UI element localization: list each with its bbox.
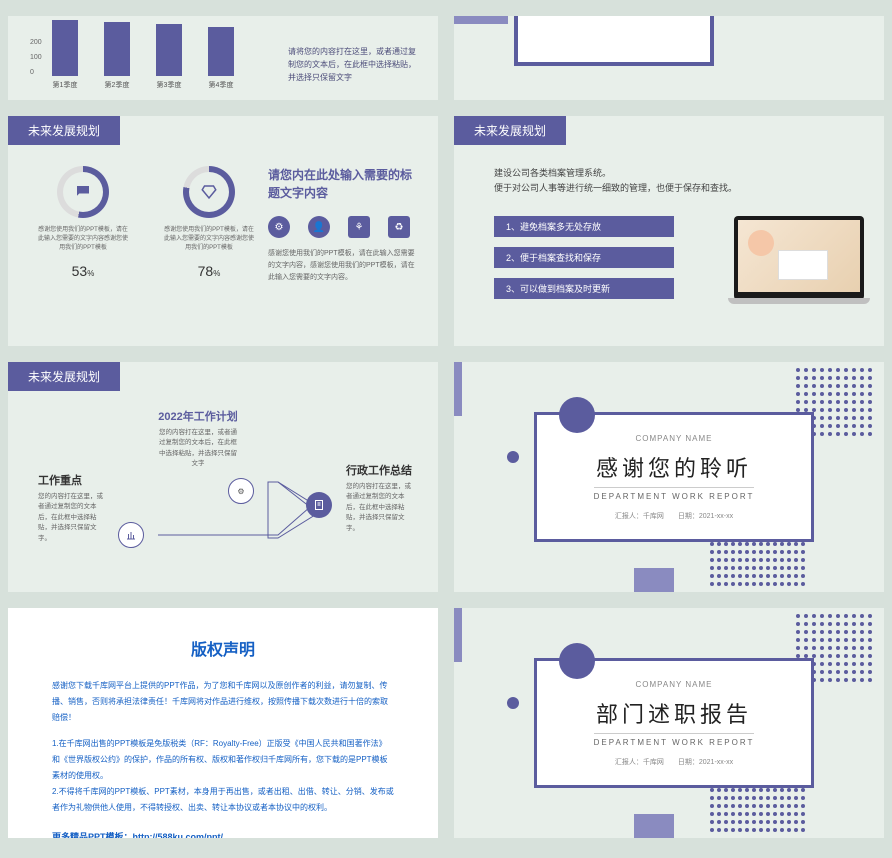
node-3: 行政工作总结 您的内容打在这里，或者通过复制您的文本后，在此框中选择粘贴，并选择…: [346, 462, 416, 534]
slide-chart-partial: 0100200 第1季度 第2季度 第3季度 第4季度 请将您的内容打在这里，或…: [8, 16, 438, 100]
recycle-icon: ♻: [388, 216, 410, 238]
chart-caption: 请将您的内容打在这里，或者通过复制您的文本后，在此框中选择粘贴，并选择只保留文字: [288, 46, 418, 84]
slide4-lead: 建设公司各类档案管理系统。 便于对公司人事等进行统一细致的管理，也便于保存和查找…: [494, 166, 737, 197]
empty-frame: [514, 16, 714, 66]
slide-tab: 未来发展规划: [8, 116, 120, 145]
bullet-2: 2、便于档案查找和保存: [494, 247, 674, 268]
cover-frame: COMPANY NAME 感谢您的聆听 DEPARTMENT WORK REPO…: [534, 412, 814, 542]
bullet-1: 1、避免档案多无处存放: [494, 216, 674, 237]
accent-bar-b: [634, 814, 674, 838]
company-name: COMPANY NAME: [635, 680, 712, 689]
ring-1-text: 感谢您使用我们的PPT模板，请在此输入您需要的文字内容感谢您使用我们的PPT模板: [38, 226, 128, 253]
accent-bar-b: [634, 568, 674, 592]
bullet-list: 1、避免档案多无处存放 2、便于档案查找和保存 3、可以做到档案及时更新: [494, 216, 674, 299]
slide-tab: 未来发展规划: [8, 362, 120, 391]
cover-title: 部门述职报告: [596, 697, 752, 729]
network-icon: ⚘: [348, 216, 370, 238]
cover-meta: 汇报人：千库网 日期：2021-xx-xx: [615, 511, 733, 521]
ring-1-pct: 53%: [72, 263, 95, 279]
copyright-body: 感谢您下载千库网平台上提供的PPT作品，为了您和千库网以及原创作者的利益，请勿复…: [52, 678, 394, 816]
ring-2-pct: 78%: [198, 263, 221, 279]
cover-dot-large: [559, 397, 595, 433]
ring-1: [57, 166, 109, 218]
company-name: COMPANY NAME: [635, 434, 712, 443]
diamond-icon: [200, 183, 218, 201]
laptop-mock: [734, 216, 864, 300]
bar-q4: [208, 27, 234, 76]
slide3-body: 感谢您使用我们的PPT模板，请在此输入您需要的文字内容，感谢您使用我们的PPT模…: [268, 248, 418, 284]
slide-tab: 未来发展规划: [454, 116, 566, 145]
more-templates-link[interactable]: 更多精品PPT模板：http://588ku.com/ppt/: [52, 830, 394, 838]
bar-q3: [156, 24, 182, 76]
ring-2: [183, 166, 235, 218]
slide-rings: 未来发展规划 感谢您使用我们的PPT模板，请在此输入您需要的文字内容感谢您使用我…: [8, 116, 438, 346]
laptop-screen: [738, 220, 860, 292]
cover-dot-small: [507, 451, 519, 463]
x-axis: 第1季度 第2季度 第3季度 第4季度: [52, 80, 234, 90]
slide-thanks: COMPANY NAME 感谢您的聆听 DEPARTMENT WORK REPO…: [454, 362, 884, 592]
cover-meta: 汇报人：千库网 日期：2021-xx-xx: [615, 757, 733, 767]
copyright-title: 版权声明: [52, 636, 394, 660]
accent-bar-tl: [454, 362, 462, 416]
icon-row: ⚙ 👤 ⚘ ♻: [268, 216, 418, 238]
slide-frame-partial: [454, 16, 884, 100]
chat-icon: [74, 183, 92, 201]
flow-arrow: [148, 452, 328, 562]
doc-icon: [306, 492, 332, 518]
node-1: 工作重点 您的内容打在这里，或者通过复制您的文本后，在此框中选择粘贴，并选择只保…: [38, 472, 108, 544]
gear-icon: ⚙: [268, 216, 290, 238]
cover-dot-small: [507, 697, 519, 709]
user-icon: 👤: [308, 216, 330, 238]
slide-cover-report: COMPANY NAME 部门述职报告 DEPARTMENT WORK REPO…: [454, 608, 884, 838]
slide-archive: 未来发展规划 建设公司各类档案管理系统。 便于对公司人事等进行统一细致的管理，也…: [454, 116, 884, 346]
cover-dot-large: [559, 643, 595, 679]
cover-subtitle: DEPARTMENT WORK REPORT: [594, 487, 755, 501]
bar-q1: [52, 20, 78, 76]
bullet-3: 3、可以做到档案及时更新: [494, 278, 674, 299]
ring-group: 感谢您使用我们的PPT模板，请在此输入您需要的文字内容感谢您使用我们的PPT模板…: [38, 166, 254, 279]
accent-stripe: [454, 16, 508, 24]
ring-2-text: 感谢您使用我们的PPT模板，请在此输入您需要的文字内容感谢您使用我们的PPT模板: [164, 226, 254, 253]
slide-copyright: 版权声明 感谢您下载千库网平台上提供的PPT作品，为了您和千库网以及原创作者的利…: [8, 608, 438, 838]
cover-subtitle: DEPARTMENT WORK REPORT: [594, 733, 755, 747]
cover-title: 感谢您的聆听: [596, 451, 752, 483]
y-axis: 0100200: [30, 39, 42, 76]
slide3-title: 请您内在此处输入需要的标题文字内容: [268, 166, 418, 202]
bar-q2: [104, 22, 130, 76]
accent-bar-tl: [454, 608, 462, 662]
slide-flow: 未来发展规划 工作重点 您的内容打在这里，或者通过复制您的文本后，在此框中选择粘…: [8, 362, 438, 592]
chart-icon: [118, 522, 144, 548]
cover-frame: COMPANY NAME 部门述职报告 DEPARTMENT WORK REPO…: [534, 658, 814, 788]
